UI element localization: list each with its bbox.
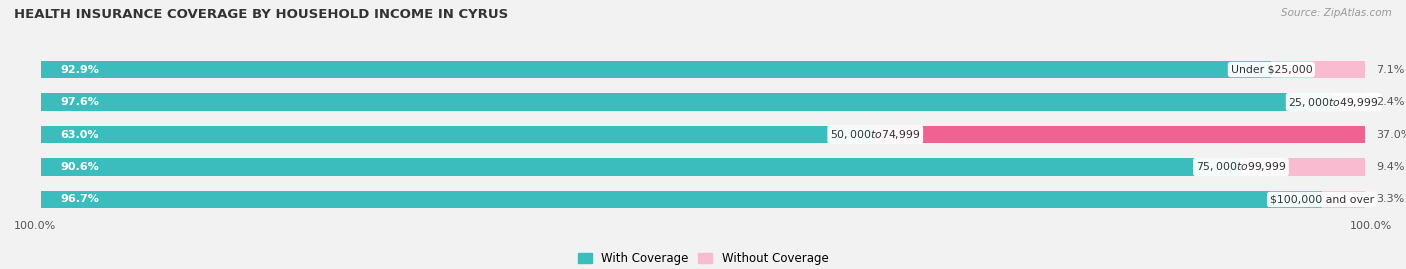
Text: 97.6%: 97.6%: [60, 97, 100, 107]
Legend: With Coverage, Without Coverage: With Coverage, Without Coverage: [572, 247, 834, 269]
Bar: [41, 93, 1334, 111]
Text: 7.1%: 7.1%: [1376, 65, 1405, 75]
Text: $75,000 to $99,999: $75,000 to $99,999: [1195, 161, 1286, 174]
Text: 92.9%: 92.9%: [60, 65, 100, 75]
Text: 90.6%: 90.6%: [60, 162, 100, 172]
Text: 63.0%: 63.0%: [60, 129, 98, 140]
Text: $25,000 to $49,999: $25,000 to $49,999: [1288, 95, 1379, 108]
Text: Source: ZipAtlas.com: Source: ZipAtlas.com: [1281, 8, 1392, 18]
Text: HEALTH INSURANCE COVERAGE BY HOUSEHOLD INCOME IN CYRUS: HEALTH INSURANCE COVERAGE BY HOUSEHOLD I…: [14, 8, 509, 21]
Bar: [41, 190, 1322, 208]
Text: 100.0%: 100.0%: [14, 221, 56, 231]
Text: 100.0%: 100.0%: [1350, 221, 1392, 231]
Text: 37.0%: 37.0%: [1376, 129, 1406, 140]
Bar: [41, 158, 1365, 176]
Bar: [41, 61, 1271, 79]
Bar: [1322, 190, 1365, 208]
Text: 96.7%: 96.7%: [60, 194, 100, 204]
Text: $100,000 and over: $100,000 and over: [1270, 194, 1374, 204]
Text: 9.4%: 9.4%: [1376, 162, 1405, 172]
Bar: [41, 190, 1365, 208]
Text: 3.3%: 3.3%: [1376, 194, 1405, 204]
Bar: [41, 126, 876, 143]
Bar: [41, 61, 1365, 79]
Bar: [1241, 158, 1365, 176]
Bar: [1334, 93, 1365, 111]
Text: 2.4%: 2.4%: [1376, 97, 1405, 107]
Bar: [41, 158, 1241, 176]
Text: Under $25,000: Under $25,000: [1230, 65, 1312, 75]
Bar: [41, 93, 1365, 111]
Bar: [41, 126, 1365, 143]
Text: $50,000 to $74,999: $50,000 to $74,999: [830, 128, 921, 141]
Bar: [876, 126, 1365, 143]
Bar: [1271, 61, 1365, 79]
